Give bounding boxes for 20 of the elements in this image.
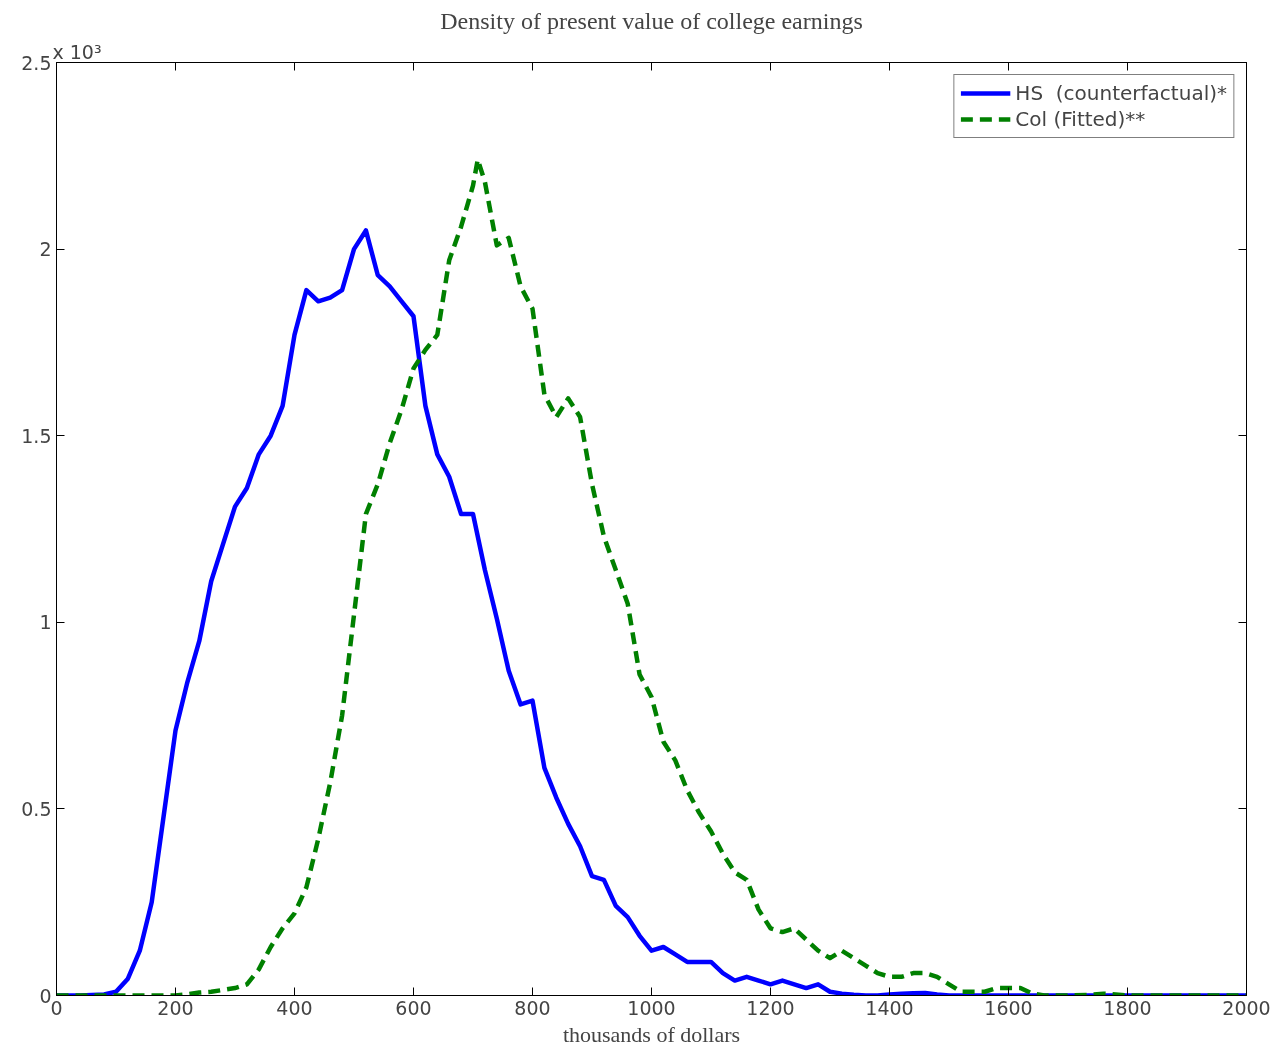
y-tick-label: 1.5 — [21, 424, 52, 447]
text: x 10³ — [52, 40, 102, 63]
x-axis-title: thousands of dollars — [562, 1021, 741, 1047]
chart-title: Density of present value of college earnings — [440, 7, 863, 34]
y-tick-label: 2.5 — [21, 51, 52, 74]
legend-label: Col (Fitted)** — [1015, 107, 1146, 131]
x-tick-label: 1600 — [984, 996, 1033, 1019]
x-tick-label: 200 — [157, 996, 194, 1019]
y-tick-label: 2 — [39, 238, 52, 261]
x-tick-label: 2000 — [1222, 996, 1271, 1019]
x-tick-label: 1400 — [865, 996, 914, 1019]
y-tick-label: 0.5 — [21, 797, 52, 820]
legend-label: HS (counterfactual)* — [1015, 81, 1227, 105]
x-tick-label: 400 — [276, 996, 313, 1019]
x-tick-label: 1800 — [1103, 996, 1152, 1019]
x-tick-label: 800 — [514, 996, 551, 1019]
x-tick-label: 600 — [395, 996, 432, 1019]
y-tick-label: 1 — [39, 611, 52, 634]
x-tick-label: 1000 — [627, 996, 676, 1019]
x-tick-label: 1200 — [746, 996, 795, 1019]
